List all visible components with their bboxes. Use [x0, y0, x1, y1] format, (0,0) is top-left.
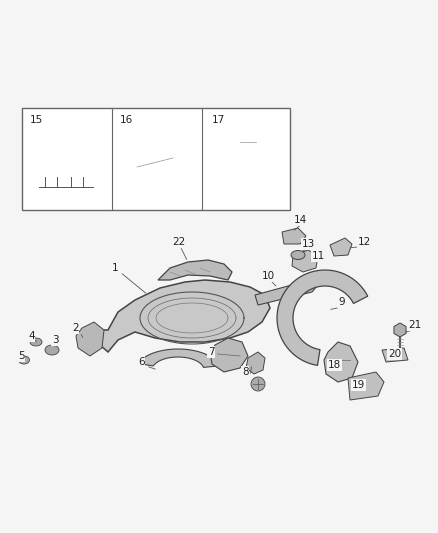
- Text: 19: 19: [352, 380, 365, 390]
- Polygon shape: [348, 372, 384, 400]
- Polygon shape: [255, 280, 318, 305]
- Polygon shape: [210, 338, 248, 372]
- Polygon shape: [37, 147, 95, 177]
- Text: 9: 9: [338, 297, 345, 307]
- Text: 12: 12: [358, 237, 371, 247]
- Polygon shape: [246, 352, 265, 374]
- Text: 5: 5: [18, 351, 25, 361]
- Text: 2: 2: [72, 323, 79, 333]
- Polygon shape: [330, 238, 352, 256]
- Text: 11: 11: [312, 251, 325, 261]
- Polygon shape: [292, 250, 318, 272]
- Circle shape: [251, 377, 265, 391]
- Text: 17: 17: [212, 115, 225, 125]
- Polygon shape: [382, 348, 408, 362]
- Text: 21: 21: [408, 320, 421, 330]
- Text: 6: 6: [138, 357, 145, 367]
- Text: 1: 1: [112, 263, 119, 273]
- Ellipse shape: [30, 338, 42, 346]
- Polygon shape: [324, 342, 358, 382]
- Text: 10: 10: [262, 271, 275, 281]
- Text: 7: 7: [208, 347, 215, 357]
- Polygon shape: [100, 280, 270, 352]
- Ellipse shape: [45, 345, 59, 355]
- Text: 22: 22: [172, 237, 185, 247]
- Polygon shape: [76, 322, 104, 356]
- Text: 14: 14: [294, 215, 307, 225]
- Bar: [22, 108, 290, 210]
- Polygon shape: [277, 270, 368, 366]
- Polygon shape: [133, 155, 179, 177]
- Text: 3: 3: [52, 335, 59, 345]
- Polygon shape: [282, 228, 306, 244]
- Polygon shape: [236, 138, 262, 180]
- Text: 18: 18: [328, 360, 341, 370]
- Text: 8: 8: [242, 367, 249, 377]
- Ellipse shape: [291, 251, 305, 260]
- Text: 4: 4: [28, 331, 35, 341]
- Polygon shape: [138, 349, 219, 367]
- Text: 20: 20: [388, 349, 401, 359]
- Text: 16: 16: [120, 115, 133, 125]
- Text: 15: 15: [30, 115, 43, 125]
- Ellipse shape: [18, 356, 29, 364]
- Text: 13: 13: [302, 239, 315, 249]
- Polygon shape: [158, 260, 232, 280]
